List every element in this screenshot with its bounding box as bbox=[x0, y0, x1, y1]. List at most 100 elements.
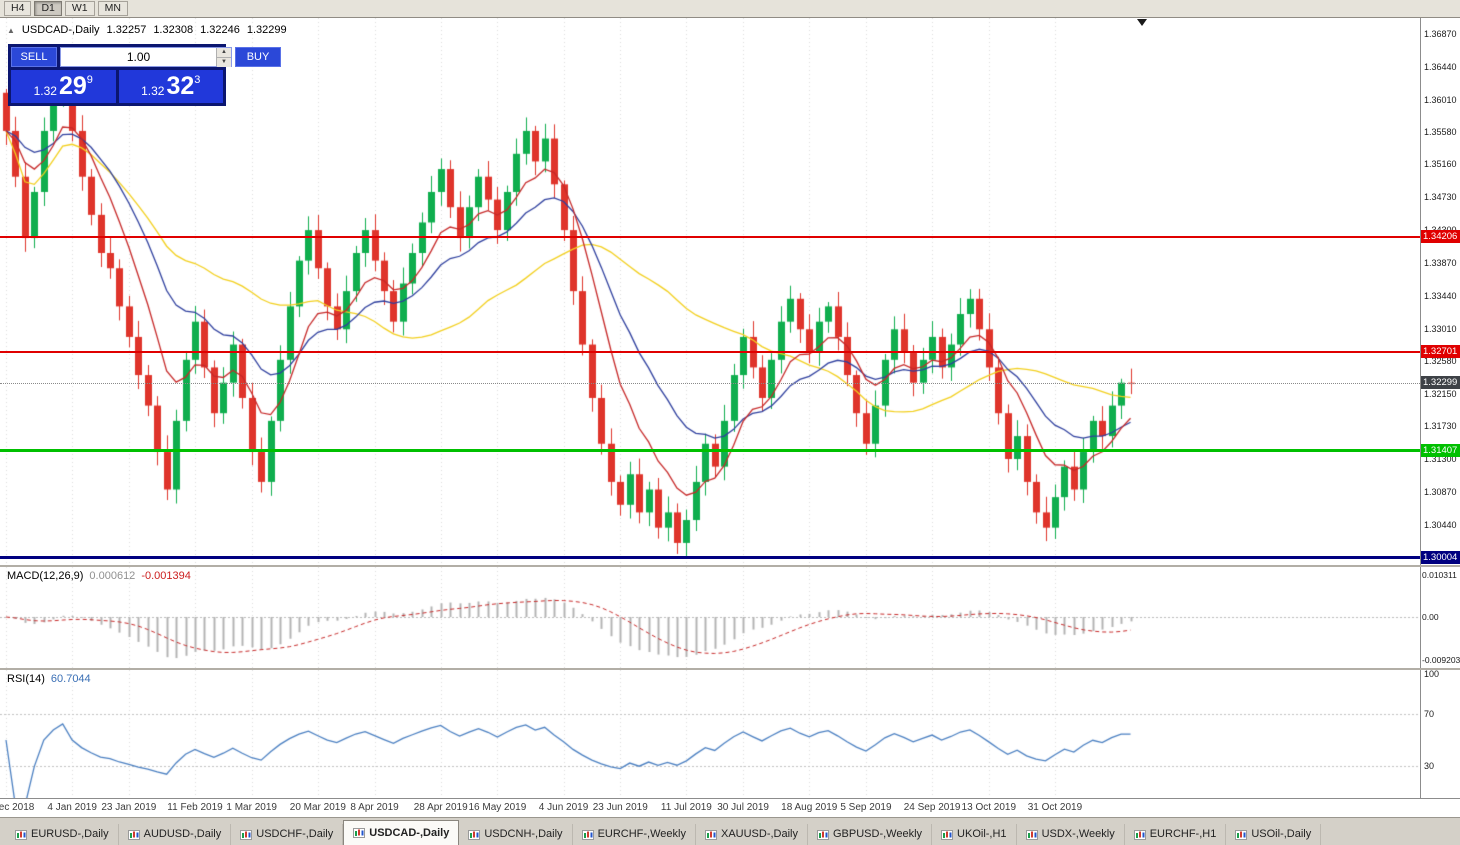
one-click-trade-panel: SELL ▲ ▼ BUY 1.32 29 9 bbox=[8, 44, 281, 106]
rsi-axis-label: 70 bbox=[1424, 708, 1435, 719]
macd-axis-label: 0.010311 bbox=[1422, 570, 1457, 580]
date-label: 1 Mar 2019 bbox=[226, 802, 277, 813]
price-axis-label: 1.33870 bbox=[1424, 257, 1457, 268]
macd-panel: MACD(12,26,9) 0.000612 -0.001394 0.01031… bbox=[0, 567, 1460, 668]
price-axis-label: 1.30440 bbox=[1424, 519, 1457, 530]
hline-price-tag: 1.30004 bbox=[1421, 550, 1460, 564]
date-label: 4 Jun 2019 bbox=[538, 802, 589, 813]
volume-down-icon[interactable]: ▼ bbox=[217, 57, 231, 67]
tab-gbpusd-weekly[interactable]: GBPUSD-,Weekly bbox=[808, 824, 933, 845]
date-label: 5 Sep 2019 bbox=[840, 802, 892, 813]
horizontal-line[interactable] bbox=[0, 351, 1420, 354]
price-axis-label: 1.34730 bbox=[1424, 192, 1457, 203]
candlestick-chart-icon bbox=[1025, 829, 1038, 840]
buy-price-pips: 32 bbox=[166, 72, 195, 100]
price-axis-label: 1.36010 bbox=[1424, 94, 1457, 105]
tab-eurusd-daily[interactable]: EURUSD-,Daily bbox=[6, 824, 119, 845]
volume-spinner: ▲ ▼ bbox=[60, 47, 232, 67]
buy-button[interactable]: BUY bbox=[235, 47, 281, 67]
tab-label: USDX-,Weekly bbox=[1041, 828, 1115, 840]
current-price-line bbox=[0, 383, 1420, 384]
sell-price-box[interactable]: 1.32 29 9 bbox=[11, 70, 116, 103]
price-axis-label: 1.31300 bbox=[1424, 453, 1457, 464]
tab-audusd-daily[interactable]: AUDUSD-,Daily bbox=[119, 824, 232, 845]
tab-usoil-daily[interactable]: USOil-,Daily bbox=[1226, 824, 1322, 845]
tab-eurchf-h1[interactable]: EURCHF-,H1 bbox=[1125, 824, 1227, 845]
tab-xauusd-daily[interactable]: XAUUSD-,Daily bbox=[696, 824, 808, 845]
buy-price-box[interactable]: 1.32 32 3 bbox=[118, 70, 223, 103]
collapse-icon[interactable]: ▲ bbox=[7, 25, 15, 35]
macd-main-value: 0.000612 bbox=[89, 570, 136, 582]
macd-plot: MACD(12,26,9) 0.000612 -0.001394 bbox=[0, 567, 1420, 668]
chart-title-bar: ▲ USDCAD-,Daily 1.32257 1.32308 1.32246 … bbox=[7, 24, 287, 36]
candlestick-chart-icon bbox=[704, 829, 717, 840]
tab-label: USDCNH-,Daily bbox=[484, 828, 563, 840]
date-label: 16 May 2019 bbox=[468, 802, 527, 813]
rsi-name: RSI(14) bbox=[7, 673, 45, 685]
tab-eurchf-weekly[interactable]: EURCHF-,Weekly bbox=[573, 824, 696, 845]
price-axis-label: 1.33010 bbox=[1424, 323, 1457, 334]
rsi-plot: RSI(14) 60.7044 bbox=[0, 670, 1420, 798]
tab-label: USDCHF-,Daily bbox=[256, 828, 334, 840]
price-axis-label: 1.35160 bbox=[1424, 159, 1457, 170]
hline-price-tag: 1.31407 bbox=[1421, 443, 1460, 457]
candlestick-chart-icon bbox=[15, 829, 27, 840]
tab-label: EURUSD-,Daily bbox=[31, 828, 109, 840]
tab-label: EURCHF-,H1 bbox=[1149, 828, 1217, 840]
date-label: 11 Feb 2019 bbox=[167, 802, 223, 813]
volume-up-icon[interactable]: ▲ bbox=[217, 48, 231, 57]
price-axis-label: 1.32150 bbox=[1424, 389, 1457, 400]
date-label: 30 Jul 2019 bbox=[717, 802, 769, 813]
period-button-w1[interactable]: W1 bbox=[64, 1, 95, 16]
macd-canvas[interactable] bbox=[0, 567, 1420, 668]
macd-axis[interactable]: 0.010311 0.00 -0.009203 bbox=[1420, 567, 1460, 668]
panel-splitter[interactable] bbox=[0, 668, 1460, 670]
tab-label: USOil-,Daily bbox=[1251, 828, 1312, 840]
tab-label: UKOil-,H1 bbox=[957, 828, 1007, 840]
ohlc-high: 1.32308 bbox=[153, 24, 194, 36]
candlestick-chart-icon bbox=[240, 829, 253, 840]
horizontal-line[interactable] bbox=[0, 236, 1420, 239]
macd-signal-value: -0.001394 bbox=[141, 570, 191, 582]
rsi-axis-label: 100 bbox=[1424, 669, 1440, 679]
tab-usdcad-daily[interactable]: USDCAD-,Daily bbox=[343, 820, 460, 845]
period-button-d1[interactable]: D1 bbox=[34, 1, 62, 16]
date-label: 11 Jul 2019 bbox=[660, 802, 712, 813]
volume-spin-buttons: ▲ ▼ bbox=[216, 48, 231, 67]
rsi-canvas[interactable] bbox=[0, 670, 1420, 798]
main-price-axis[interactable]: 1.36870 1.36440 1.36010 1.35580 1.35160 1.347… bbox=[1420, 18, 1460, 565]
date-label: 23 Jun 2019 bbox=[592, 802, 648, 813]
rsi-axis[interactable]: 100 70 30 bbox=[1420, 669, 1460, 798]
tab-usdcnh-daily[interactable]: USDCNH-,Daily bbox=[459, 824, 573, 845]
rsi-panel: RSI(14) 60.7044 100 70 30 bbox=[0, 669, 1460, 798]
sell-button[interactable]: SELL bbox=[11, 47, 57, 67]
price-axis-label: 1.36870 bbox=[1424, 29, 1457, 40]
main-chart-panel: ▲ USDCAD-,Daily 1.32257 1.32308 1.32246 … bbox=[0, 18, 1460, 565]
date-label: 17 Dec 2018 bbox=[0, 802, 35, 813]
period-button-h4[interactable]: H4 bbox=[4, 1, 32, 16]
date-label: 13 Oct 2019 bbox=[961, 802, 1017, 813]
chart-shift-marker bbox=[1136, 19, 1147, 26]
panel-splitter[interactable] bbox=[0, 565, 1460, 567]
horizontal-line[interactable] bbox=[0, 556, 1420, 560]
sell-price-point: 9 bbox=[86, 74, 93, 86]
main-plot: ▲ USDCAD-,Daily 1.32257 1.32308 1.32246 … bbox=[0, 18, 1420, 565]
tab-usdchf-daily[interactable]: USDCHF-,Daily bbox=[231, 824, 344, 845]
tab-label: XAUUSD-,Daily bbox=[720, 828, 798, 840]
candlestick-chart-icon bbox=[468, 829, 481, 840]
volume-input[interactable] bbox=[61, 48, 216, 66]
macd-name: MACD(12,26,9) bbox=[7, 570, 84, 582]
period-toolbar: H4 D1 W1 MN bbox=[0, 0, 1460, 18]
date-axis[interactable]: 17 Dec 2018 4 Jan 2019 23 Jan 2019 11 Feb 2… bbox=[0, 798, 1460, 817]
period-button-mn[interactable]: MN bbox=[97, 1, 128, 16]
tab-ukoil-h1[interactable]: UKOil-,H1 bbox=[932, 824, 1017, 845]
macd-axis-label: 0.00 bbox=[1422, 612, 1439, 622]
tab-usdx-weekly[interactable]: USDX-,Weekly bbox=[1017, 824, 1125, 845]
price-axis-label: 1.30870 bbox=[1424, 486, 1457, 497]
main-chart-canvas[interactable] bbox=[0, 18, 1420, 565]
horizontal-line[interactable] bbox=[0, 449, 1420, 453]
tab-label: EURCHF-,Weekly bbox=[597, 828, 686, 840]
rsi-value: 60.7044 bbox=[50, 673, 91, 685]
price-axis-label: 1.33440 bbox=[1424, 290, 1457, 301]
